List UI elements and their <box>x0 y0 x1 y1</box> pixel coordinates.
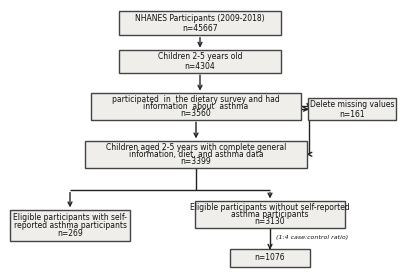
Text: Children 2-5 years old: Children 2-5 years old <box>158 52 242 61</box>
FancyBboxPatch shape <box>119 50 281 73</box>
Text: Eligible participants without self-reported: Eligible participants without self-repor… <box>190 203 350 212</box>
Text: n=1076: n=1076 <box>255 254 285 262</box>
FancyBboxPatch shape <box>119 11 281 35</box>
Text: reported asthma participants: reported asthma participants <box>14 221 126 230</box>
Text: Eligible participants with self-: Eligible participants with self- <box>13 213 127 222</box>
FancyBboxPatch shape <box>85 141 307 168</box>
Text: asthma participants: asthma participants <box>231 210 309 219</box>
Text: participated  in  the dietary survey and had: participated in the dietary survey and h… <box>112 95 280 104</box>
Text: n=4304: n=4304 <box>185 62 215 71</box>
Text: Children aged 2-5 years with complete general: Children aged 2-5 years with complete ge… <box>106 143 286 152</box>
Text: NHANES Participants (2009-2018): NHANES Participants (2009-2018) <box>135 14 265 23</box>
FancyBboxPatch shape <box>195 201 345 228</box>
Text: n=3399: n=3399 <box>181 157 211 165</box>
Text: Delete missing values: Delete missing values <box>310 100 394 109</box>
FancyBboxPatch shape <box>308 98 396 120</box>
FancyBboxPatch shape <box>230 249 310 267</box>
Text: n=161: n=161 <box>339 110 365 118</box>
Text: n=45667: n=45667 <box>182 24 218 32</box>
Text: (1:4 case:control ratio): (1:4 case:control ratio) <box>276 235 348 240</box>
Text: information  about  asthma: information about asthma <box>143 102 249 111</box>
FancyBboxPatch shape <box>10 210 130 241</box>
Text: n=3130: n=3130 <box>255 217 285 225</box>
Text: n=3560: n=3560 <box>181 109 211 118</box>
Text: n=269: n=269 <box>57 229 83 238</box>
Text: information, diet, and asthma data: information, diet, and asthma data <box>129 150 263 159</box>
FancyBboxPatch shape <box>91 93 301 120</box>
